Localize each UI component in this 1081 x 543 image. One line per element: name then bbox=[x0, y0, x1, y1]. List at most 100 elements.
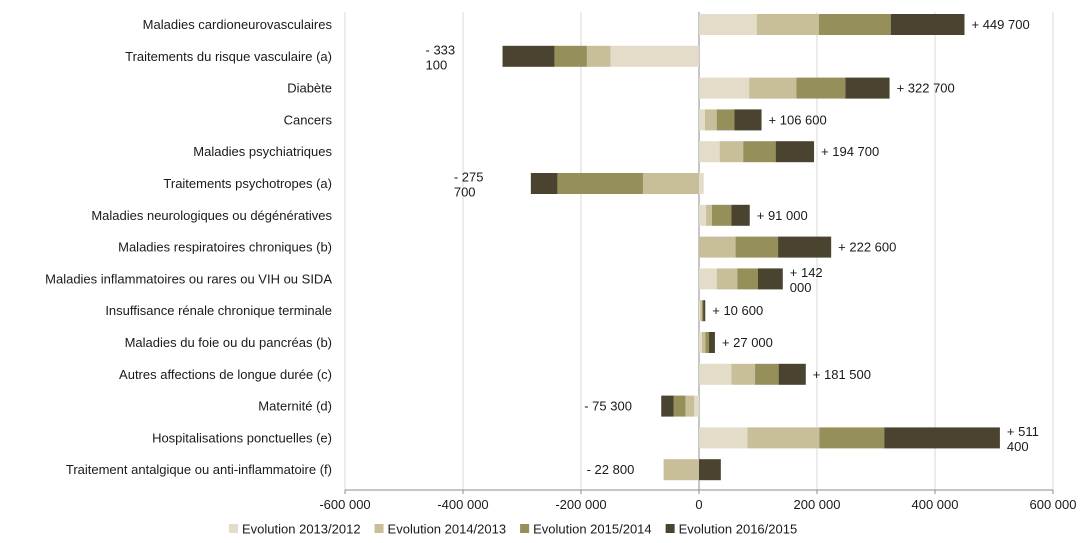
total-label: + 322 700 bbox=[897, 81, 955, 96]
bar-segment bbox=[716, 268, 738, 290]
total-label: + 91 000 bbox=[757, 208, 808, 223]
total-label: - 333 bbox=[426, 42, 456, 57]
bars bbox=[502, 14, 1000, 481]
category-label: Traitements du risque vasculaire (a) bbox=[125, 49, 332, 64]
bar-segment bbox=[711, 204, 732, 226]
bar-segment bbox=[557, 173, 643, 194]
total-label: + 181 500 bbox=[813, 367, 871, 382]
category-label: Maladies neurologiques ou dégénératives bbox=[91, 208, 332, 223]
x-tick-label: 200 000 bbox=[794, 497, 841, 512]
total-label: 100 bbox=[426, 57, 448, 72]
bar-segment bbox=[778, 236, 832, 258]
category-label: Maladies psychiatriques bbox=[193, 144, 332, 159]
total-label: + 106 600 bbox=[769, 112, 827, 127]
bar-segment bbox=[554, 45, 587, 67]
bar-segment bbox=[586, 45, 611, 67]
legend-swatch bbox=[520, 524, 530, 533]
bar-segment bbox=[699, 427, 748, 449]
bar-segment bbox=[731, 204, 750, 226]
total-label: + 10 600 bbox=[712, 303, 763, 318]
bar-segment bbox=[705, 332, 710, 353]
bar-segment bbox=[716, 109, 735, 131]
bar-segment bbox=[756, 14, 819, 35]
bar-segment bbox=[699, 332, 702, 353]
category-label: Maladies cardioneurovasculaires bbox=[143, 17, 333, 32]
x-tick-label: -200 000 bbox=[555, 497, 606, 512]
bar-segment bbox=[735, 236, 779, 258]
total-label: 700 bbox=[454, 185, 476, 200]
bar-segment bbox=[731, 363, 756, 385]
bar-segment bbox=[699, 363, 732, 385]
category-label: Maternité (d) bbox=[258, 399, 332, 414]
total-label: + 142 bbox=[790, 265, 823, 280]
total-label: 400 bbox=[1007, 439, 1029, 454]
bar-segment bbox=[699, 141, 720, 163]
bar-segment bbox=[661, 395, 674, 417]
category-label: Traitements psychotropes (a) bbox=[163, 176, 332, 191]
bar-segment bbox=[699, 459, 721, 481]
category-label: Diabète bbox=[287, 81, 332, 96]
category-label: Maladies respiratoires chroniques (b) bbox=[118, 240, 332, 255]
bar-segment bbox=[706, 204, 712, 226]
total-label: + 449 700 bbox=[972, 17, 1030, 32]
total-label: + 511 bbox=[1007, 424, 1039, 439]
bar-segment bbox=[530, 173, 558, 194]
category-label: Maladies inflammatoires ou rares ou VIH … bbox=[45, 271, 332, 286]
category-label: Hospitalisations ponctuelles (e) bbox=[152, 430, 332, 445]
legend: Evolution 2013/2012 Evolution 2014/2013 Ev… bbox=[229, 522, 797, 537]
bar-segment bbox=[818, 14, 891, 35]
total-label: + 194 700 bbox=[821, 144, 879, 159]
bar-segment bbox=[685, 395, 695, 417]
bar-segment bbox=[737, 268, 758, 290]
legend-swatch bbox=[229, 524, 238, 533]
total-label: + 27 000 bbox=[722, 335, 773, 350]
bar-segment bbox=[749, 77, 797, 99]
total-label: - 75 300 bbox=[584, 399, 632, 414]
x-tick-label: -400 000 bbox=[437, 497, 488, 512]
bar-segment bbox=[890, 14, 965, 35]
bar-segment bbox=[796, 77, 846, 99]
legend-label: Evolution 2014/2013 bbox=[388, 522, 507, 537]
legend-swatch bbox=[374, 524, 384, 533]
bar-segment bbox=[699, 300, 701, 322]
bar-segment bbox=[734, 109, 762, 131]
bar-segment bbox=[758, 268, 783, 290]
legend-label: Evolution 2013/2012 bbox=[242, 522, 361, 537]
total-label: - 275 bbox=[454, 170, 484, 185]
bar-segment bbox=[663, 459, 699, 481]
bar-segment bbox=[699, 109, 705, 131]
x-tick-label: -600 000 bbox=[319, 497, 370, 512]
bar-segment bbox=[699, 77, 750, 99]
bar-segment bbox=[673, 395, 686, 417]
bar-segment bbox=[699, 14, 757, 35]
bar-segment bbox=[743, 141, 776, 163]
bar-segment bbox=[719, 141, 744, 163]
bar-segment bbox=[642, 173, 699, 194]
bar-segment bbox=[699, 268, 717, 290]
bar-segment bbox=[701, 300, 704, 322]
bar-segment bbox=[703, 300, 706, 322]
category-label: Maladies du foie ou du pancréas (b) bbox=[125, 335, 332, 350]
bar-segment bbox=[775, 141, 815, 163]
bar-segment bbox=[704, 109, 717, 131]
bar-segment bbox=[699, 236, 736, 258]
bar-segment bbox=[610, 45, 699, 67]
x-tick-label: 400 000 bbox=[912, 497, 959, 512]
bar-segment bbox=[819, 427, 885, 449]
category-labels: Maladies cardioneurovasculaires Traitemen… bbox=[45, 17, 332, 477]
bar-segment bbox=[755, 363, 779, 385]
bar-segment bbox=[700, 300, 702, 322]
category-label: Traitement antalgique ou anti-inflammato… bbox=[66, 462, 332, 477]
total-label: 000 bbox=[790, 280, 812, 295]
bar-segment bbox=[747, 427, 820, 449]
x-tick-label: 600 000 bbox=[1030, 497, 1077, 512]
bar-segment bbox=[845, 77, 890, 99]
x-tick-label: 0 bbox=[695, 497, 702, 512]
category-label: Insuffisance rénale chronique terminale bbox=[105, 303, 332, 318]
bar-segment bbox=[884, 427, 1000, 449]
total-label: + 222 600 bbox=[838, 240, 896, 255]
bar-segment bbox=[701, 332, 706, 353]
bar-segment bbox=[699, 204, 707, 226]
